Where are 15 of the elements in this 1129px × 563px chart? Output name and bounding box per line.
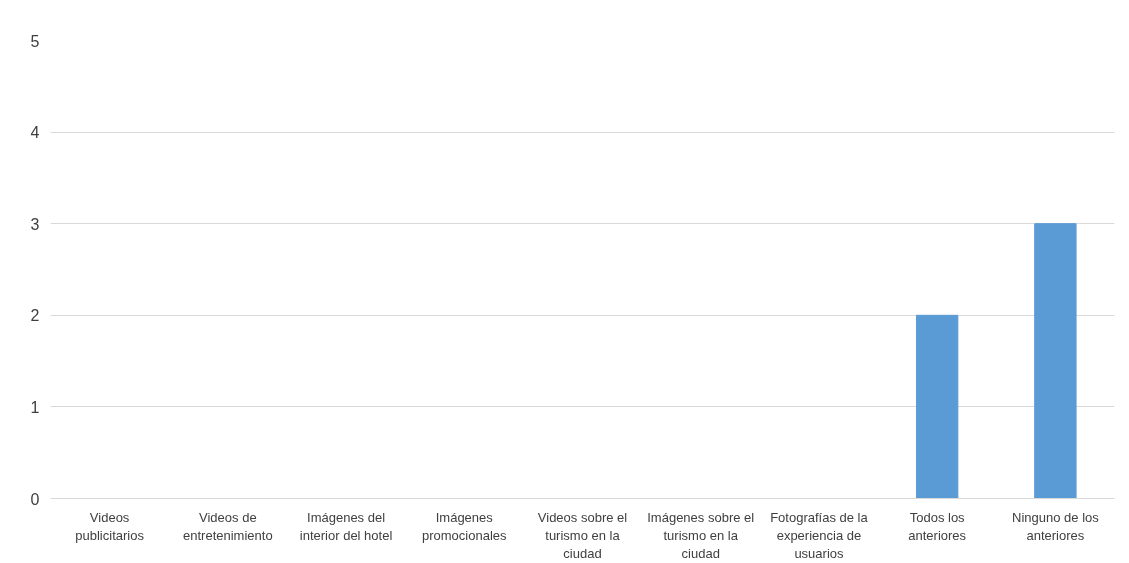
x-tick-label: Videos publicitarios	[75, 509, 145, 543]
x-tick-label: Ninguno de los anteriores	[1012, 509, 1100, 543]
x-tick-label: Todos los anteriores	[908, 509, 967, 543]
y-tick-label: 2	[30, 307, 40, 325]
x-tick-label: Videos de entretenimiento	[183, 509, 273, 543]
y-tick-label: 1	[30, 398, 40, 416]
x-tick-label: Imágenes sobre el turismo en la ciudad	[647, 509, 755, 561]
y-tick-label: 0	[30, 490, 40, 508]
x-tick-label: Videos sobre el turismo en la ciudad	[537, 509, 628, 561]
y-tick-label: 5	[30, 32, 40, 50]
y-tick-label: 4	[30, 124, 40, 142]
x-tick-label: Imágenes promocionales	[422, 509, 508, 543]
x-tick-label: Imágenes del interior del hotel	[299, 509, 393, 543]
y-tick-label: 3	[30, 215, 40, 233]
x-tick-label: Fotografías de la experiencia de usuarios	[770, 509, 869, 561]
